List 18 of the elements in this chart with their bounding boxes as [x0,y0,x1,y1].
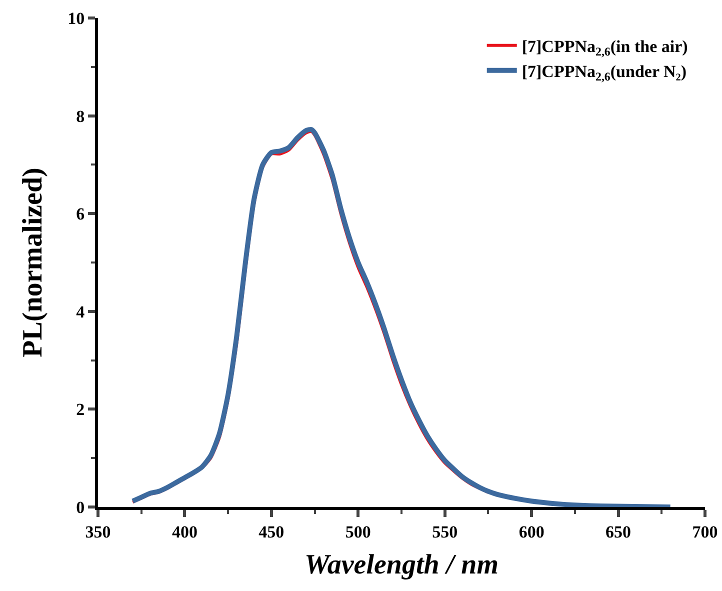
x-tick-label: 500 [345,522,371,542]
x-tick-label: 650 [606,522,632,542]
y-tick-label: 2 [76,400,85,420]
legend-label: [7]CPPNa$_{2,6}$(in the air) [522,36,688,59]
y-tick-label: 4 [76,302,86,322]
y-axis-title: PL(normalized) [17,168,48,358]
x-tick-label: 350 [85,522,111,542]
y-tick-label: 0 [76,498,85,517]
x-axis-title: Wavelength / nm [304,550,498,580]
y-tick-label: 6 [76,204,85,224]
x-tick-label: 600 [518,522,544,542]
x-tick-label: 550 [432,522,458,542]
x-tick-label: 700 [692,522,718,542]
y-tick-label: 8 [76,106,85,126]
legend-label: [7]CPPNa$_{2,6}$(under N₂) [522,62,686,84]
x-tick-label: 400 [172,522,198,542]
x-tick-label: 450 [258,522,284,542]
y-tick-label: 10 [68,8,85,28]
